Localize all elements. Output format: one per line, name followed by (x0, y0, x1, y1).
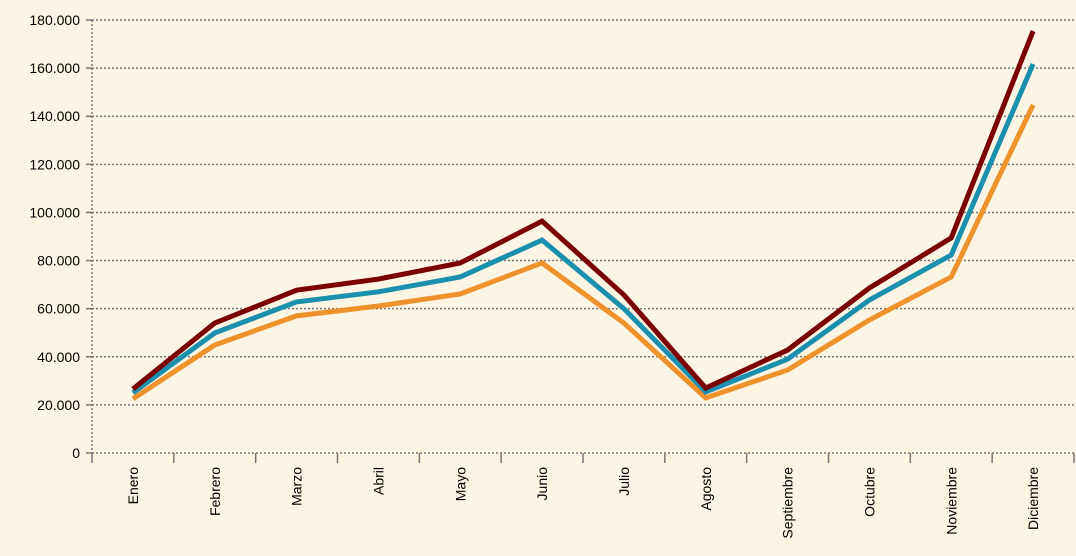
y-tick-label: 160.000 (29, 60, 80, 76)
series-line (131, 103, 1036, 401)
series-line (131, 30, 1036, 392)
y-tick-label: 20.000 (37, 397, 80, 413)
x-tick-label: Octubre (861, 467, 877, 517)
y-tick-label: 140.000 (29, 108, 80, 124)
series-line (131, 63, 1036, 395)
x-tick-label: Junio (534, 467, 550, 501)
y-tick-label: 100.000 (29, 204, 80, 220)
x-tick-label: Mayo (452, 467, 468, 501)
x-tick-label: Diciembre (1025, 467, 1041, 530)
y-tick-label: 120.000 (29, 156, 80, 172)
y-tick-label: 180.000 (29, 12, 80, 28)
y-tick-label: 40.000 (37, 349, 80, 365)
x-tick-label: Abril (370, 467, 386, 495)
x-tick-label: Noviembre (943, 467, 959, 535)
x-tick-label: Agosto (698, 467, 714, 511)
y-tick-label: 60.000 (37, 301, 80, 317)
x-tick-label: Marzo (289, 467, 305, 506)
y-tick-label: 80.000 (37, 253, 80, 269)
x-tick-label: Febrero (207, 467, 223, 516)
x-tick-label: Enero (125, 467, 141, 505)
y-tick-label: 0 (72, 445, 80, 461)
x-tick-label: Julio (616, 467, 632, 496)
x-tick-label: Septiembre (780, 467, 796, 539)
